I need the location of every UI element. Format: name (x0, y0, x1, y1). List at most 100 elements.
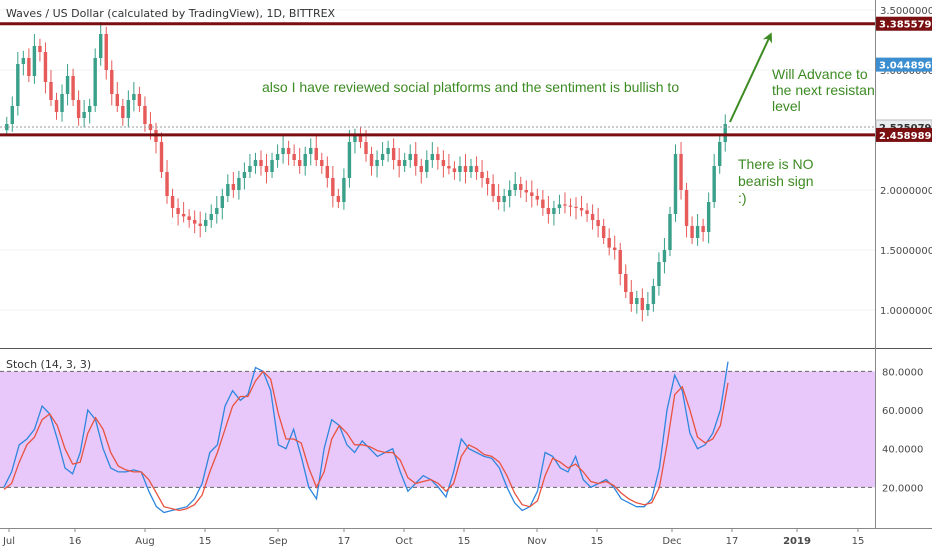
candle (546, 196, 551, 224)
candle (115, 82, 120, 112)
candle-body (425, 160, 429, 172)
time-tick-label: 15 (199, 536, 212, 547)
candle-body (530, 192, 534, 196)
candle-body (618, 250, 622, 274)
candle (618, 242, 622, 286)
time-tick-label: Sep (269, 536, 288, 547)
candle-body (143, 106, 147, 124)
candle-body (71, 76, 75, 100)
candle-body (662, 250, 667, 262)
candle (646, 292, 650, 316)
candle (82, 100, 86, 128)
candle (425, 150, 429, 178)
candle (391, 138, 396, 170)
candle (5, 116, 9, 137)
candle-body (82, 112, 86, 118)
candle-body (369, 154, 374, 166)
candle-body (281, 148, 285, 154)
candle (281, 136, 285, 164)
candle (563, 192, 567, 214)
candle-body (192, 220, 197, 224)
candle (204, 212, 208, 232)
candle (198, 211, 202, 238)
candle (657, 252, 661, 296)
candle-body (402, 160, 407, 166)
candle (535, 188, 540, 206)
candle-body (21, 58, 26, 64)
candle (557, 194, 562, 214)
candle (71, 68, 75, 106)
candle-body (353, 136, 357, 142)
no-bearish-annotation-line-2: bearish sign (738, 173, 814, 189)
candle (220, 188, 225, 220)
time-tick-label: 2019 (783, 536, 811, 547)
candle-body (358, 136, 363, 142)
candle (358, 126, 363, 148)
candle-body (54, 100, 59, 112)
candle (668, 206, 672, 256)
candle (43, 42, 48, 94)
candle (253, 152, 258, 174)
candle (331, 166, 335, 208)
candle-body (391, 148, 396, 160)
candle-body (646, 304, 650, 310)
price-axis[interactable]: 3.500000003.000000002.500000002.00000000… (880, 6, 932, 317)
candle-body (419, 166, 423, 172)
candle (21, 50, 26, 76)
candle (104, 26, 108, 80)
stoch-axis[interactable]: 80.0000 60.0000 40.0000 20.0000 (882, 367, 923, 494)
time-tick-label: Dec (662, 536, 681, 547)
candle-body (198, 223, 202, 226)
candle-body (297, 160, 302, 166)
candle-body (480, 172, 484, 178)
candle (259, 150, 263, 176)
candle-body (579, 208, 584, 211)
candle-body (320, 160, 324, 166)
blue-price-tag: 3.04489667 (876, 57, 932, 72)
time-axis[interactable]: Jul 16 Aug 15 Sep 17 Oct 15 Nov 15 Dec 17 2019 15 (2, 528, 864, 547)
candle (248, 154, 252, 178)
candle (369, 146, 374, 176)
candle-body (331, 178, 335, 196)
candle (303, 146, 307, 176)
candle (27, 48, 31, 82)
candle-body (259, 160, 263, 166)
candle (292, 144, 296, 166)
candle (397, 148, 401, 178)
candle (32, 34, 37, 84)
candle (651, 278, 656, 312)
stoch-d-line (3, 370, 729, 512)
price-grid (0, 9, 875, 311)
sentiment-annotation: also I have reviewed social platforms an… (262, 79, 679, 95)
candle-body (524, 190, 528, 193)
candle-body (231, 184, 236, 190)
candle (176, 198, 180, 226)
stoch-overbought-oversold-band (0, 371, 875, 488)
candle (624, 264, 628, 298)
candle (530, 180, 534, 208)
candle-body (286, 148, 291, 154)
candle (143, 96, 147, 132)
time-tick-label: Jul (2, 536, 15, 547)
candle-body (380, 154, 385, 160)
candle-body (176, 208, 180, 214)
candle (242, 162, 247, 190)
candle (181, 202, 186, 223)
candle (65, 64, 70, 106)
candle (270, 152, 274, 178)
candle (93, 48, 97, 112)
candle-body (717, 142, 722, 166)
candle-body (651, 286, 656, 304)
candle-body (309, 148, 313, 154)
candle (286, 140, 291, 166)
candle (717, 134, 722, 174)
time-tick-label: 16 (69, 536, 82, 547)
candle (507, 180, 512, 208)
candle-body (690, 226, 694, 238)
candle-body (226, 184, 230, 196)
candle (386, 140, 390, 162)
price-tick-label: 2.00000000 (880, 186, 932, 197)
time-tick-label: 17 (726, 536, 739, 547)
candle-body (5, 124, 9, 131)
candle-body (596, 220, 600, 226)
